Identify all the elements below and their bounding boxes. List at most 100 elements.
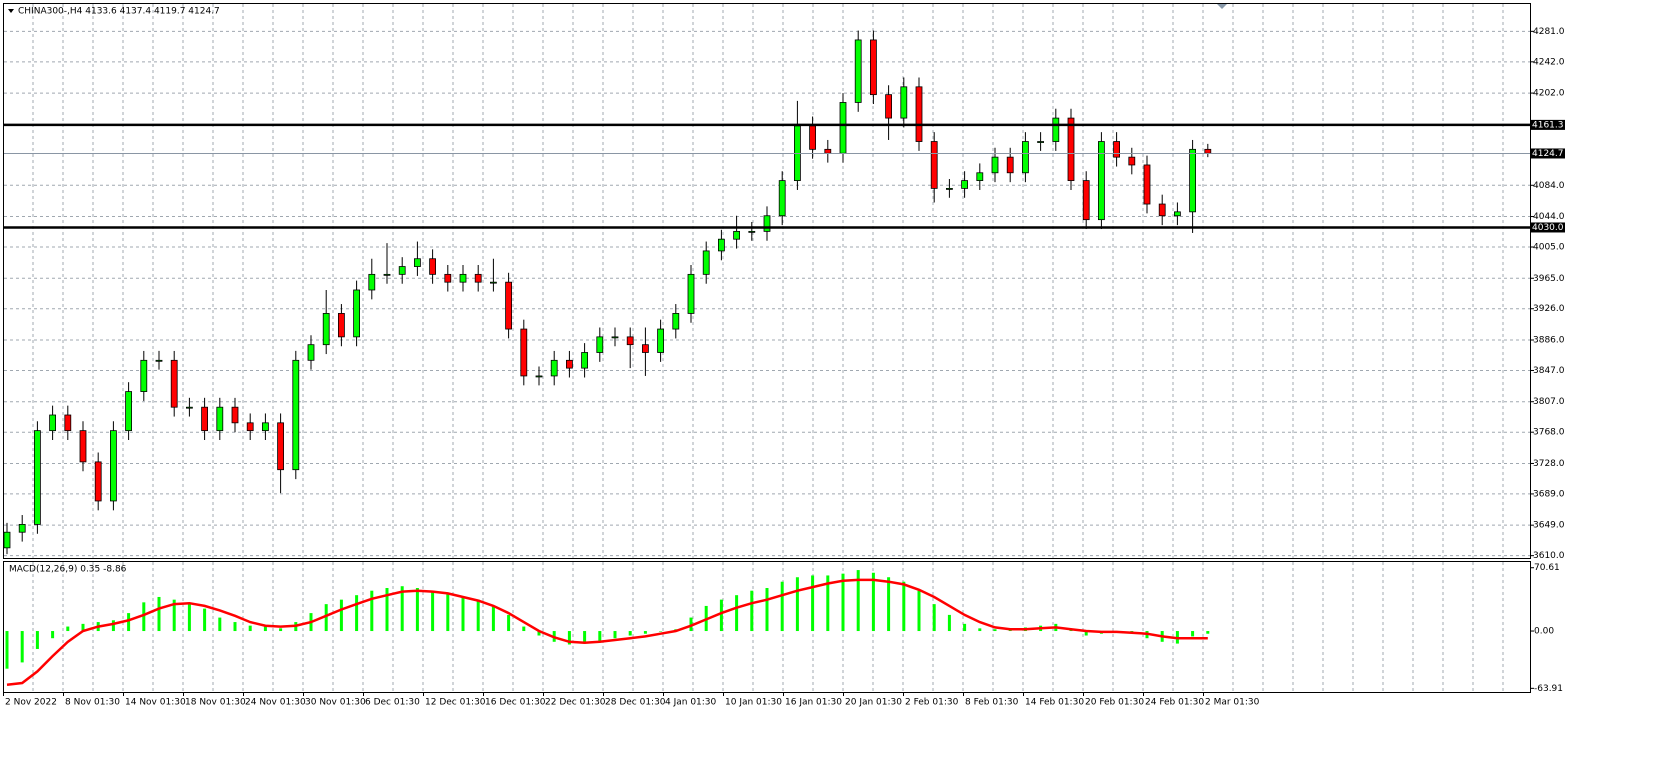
x-tick-label: 28 Dec 01:30 xyxy=(605,698,666,708)
macd-bar xyxy=(370,590,374,632)
candle-body xyxy=(550,359,558,377)
candle-body xyxy=(1113,141,1120,158)
y-tick-label: 3649.0 xyxy=(1533,521,1565,531)
macd-bar xyxy=(172,599,176,632)
candle-body xyxy=(64,414,72,432)
macd-bar xyxy=(978,628,982,632)
macd-bar xyxy=(81,623,85,632)
macd-bar xyxy=(856,570,860,632)
macd-panel-frame xyxy=(3,561,1531,693)
x-tick-label: 18 Nov 01:30 xyxy=(185,698,246,708)
candle-body xyxy=(489,281,497,284)
macd-title: MACD(12,26,9) 0.35 -8.86 xyxy=(9,565,127,575)
candle-body xyxy=(1158,203,1166,217)
candle-body xyxy=(140,359,148,392)
candle-body xyxy=(18,524,26,533)
macd-bar xyxy=(750,590,754,632)
macd-bar xyxy=(5,631,9,669)
macd-bar xyxy=(218,617,222,632)
y-tick-label: 4005.0 xyxy=(1533,243,1565,253)
macd-bar xyxy=(446,593,450,632)
candle-body xyxy=(839,102,847,154)
macd-bar xyxy=(20,631,24,663)
candle-body xyxy=(1098,141,1105,221)
candle-body xyxy=(231,406,239,424)
macd-bar xyxy=(993,629,997,632)
candle-body xyxy=(976,172,984,181)
candle-body xyxy=(307,344,315,361)
candle-body xyxy=(824,148,832,154)
candle-body xyxy=(3,531,11,549)
x-tick-label: 30 Nov 01:30 xyxy=(305,698,366,708)
macd-bar xyxy=(415,588,419,632)
menu-arrow[interactable] xyxy=(8,9,14,13)
x-tick-label: 14 Nov 01:30 xyxy=(125,698,186,708)
macd-bar xyxy=(111,620,115,632)
candle-body xyxy=(1143,164,1151,205)
macd-bar xyxy=(537,631,541,636)
candle-body xyxy=(733,230,740,240)
x-tick-label: 12 Dec 01:30 xyxy=(425,698,486,708)
candle-body xyxy=(915,86,923,142)
candle-body xyxy=(444,273,452,283)
macd-bar xyxy=(35,631,39,649)
level-label: 4161.3 xyxy=(1532,120,1564,130)
x-tick-label: 20 Jan 01:30 xyxy=(845,698,902,708)
candle-body xyxy=(870,39,877,96)
candle-body xyxy=(900,86,908,119)
macd-bar xyxy=(142,602,146,632)
candle-body xyxy=(809,125,816,150)
macd-bar xyxy=(947,614,951,632)
candle-body xyxy=(1174,211,1181,217)
macd-bar xyxy=(932,604,936,632)
y-tick-label: 3610.0 xyxy=(1533,551,1565,561)
macd-bar xyxy=(355,595,359,632)
y-tick-label: 70.61 xyxy=(1534,563,1560,573)
y-tick-label: 4242.0 xyxy=(1533,57,1565,67)
macd-bar xyxy=(917,590,921,632)
candle-body xyxy=(429,258,437,275)
macd-bar xyxy=(598,631,602,642)
macd-bar xyxy=(127,613,131,632)
macd-bar xyxy=(339,599,343,632)
candle-body xyxy=(413,258,421,267)
candle-body xyxy=(383,273,391,276)
candle-body xyxy=(702,250,710,275)
candle-body xyxy=(474,273,482,283)
candle-body xyxy=(216,406,224,432)
current-price-box xyxy=(1530,148,1565,159)
macd-bar xyxy=(689,617,693,632)
macd-bar xyxy=(1084,631,1088,636)
candle-body xyxy=(520,328,528,377)
macd-bar xyxy=(567,631,571,645)
macd-bar xyxy=(51,631,55,639)
macd-bar xyxy=(811,575,815,632)
candle-body xyxy=(930,141,938,189)
candle-body xyxy=(718,238,725,252)
candle-body xyxy=(1022,141,1029,174)
macd-bar xyxy=(203,608,207,632)
macd-bar xyxy=(613,631,617,639)
level-label-box xyxy=(1530,119,1565,130)
x-tick-label: 22 Dec 01:30 xyxy=(545,698,606,708)
macd-bar xyxy=(324,604,328,632)
candle-body xyxy=(277,422,285,471)
candle-body xyxy=(687,273,695,314)
macd-bar xyxy=(1191,631,1195,637)
candle-body xyxy=(246,422,254,432)
candle-body xyxy=(155,359,163,362)
x-tick-label: 16 Jan 01:30 xyxy=(785,698,842,708)
x-tick-label: 2 Nov 2022 xyxy=(5,698,57,708)
candle-body xyxy=(1052,117,1060,142)
macd-bar xyxy=(187,604,191,632)
macd-bar xyxy=(780,581,784,632)
x-tick-label: 2 Mar 01:30 xyxy=(1205,698,1260,708)
x-tick-label: 2 Feb 01:30 xyxy=(905,698,959,708)
candle-body xyxy=(961,180,968,189)
macd-bar xyxy=(719,599,723,632)
candle-body xyxy=(748,230,756,233)
candle-body xyxy=(94,461,102,502)
macd-bar xyxy=(385,588,389,632)
